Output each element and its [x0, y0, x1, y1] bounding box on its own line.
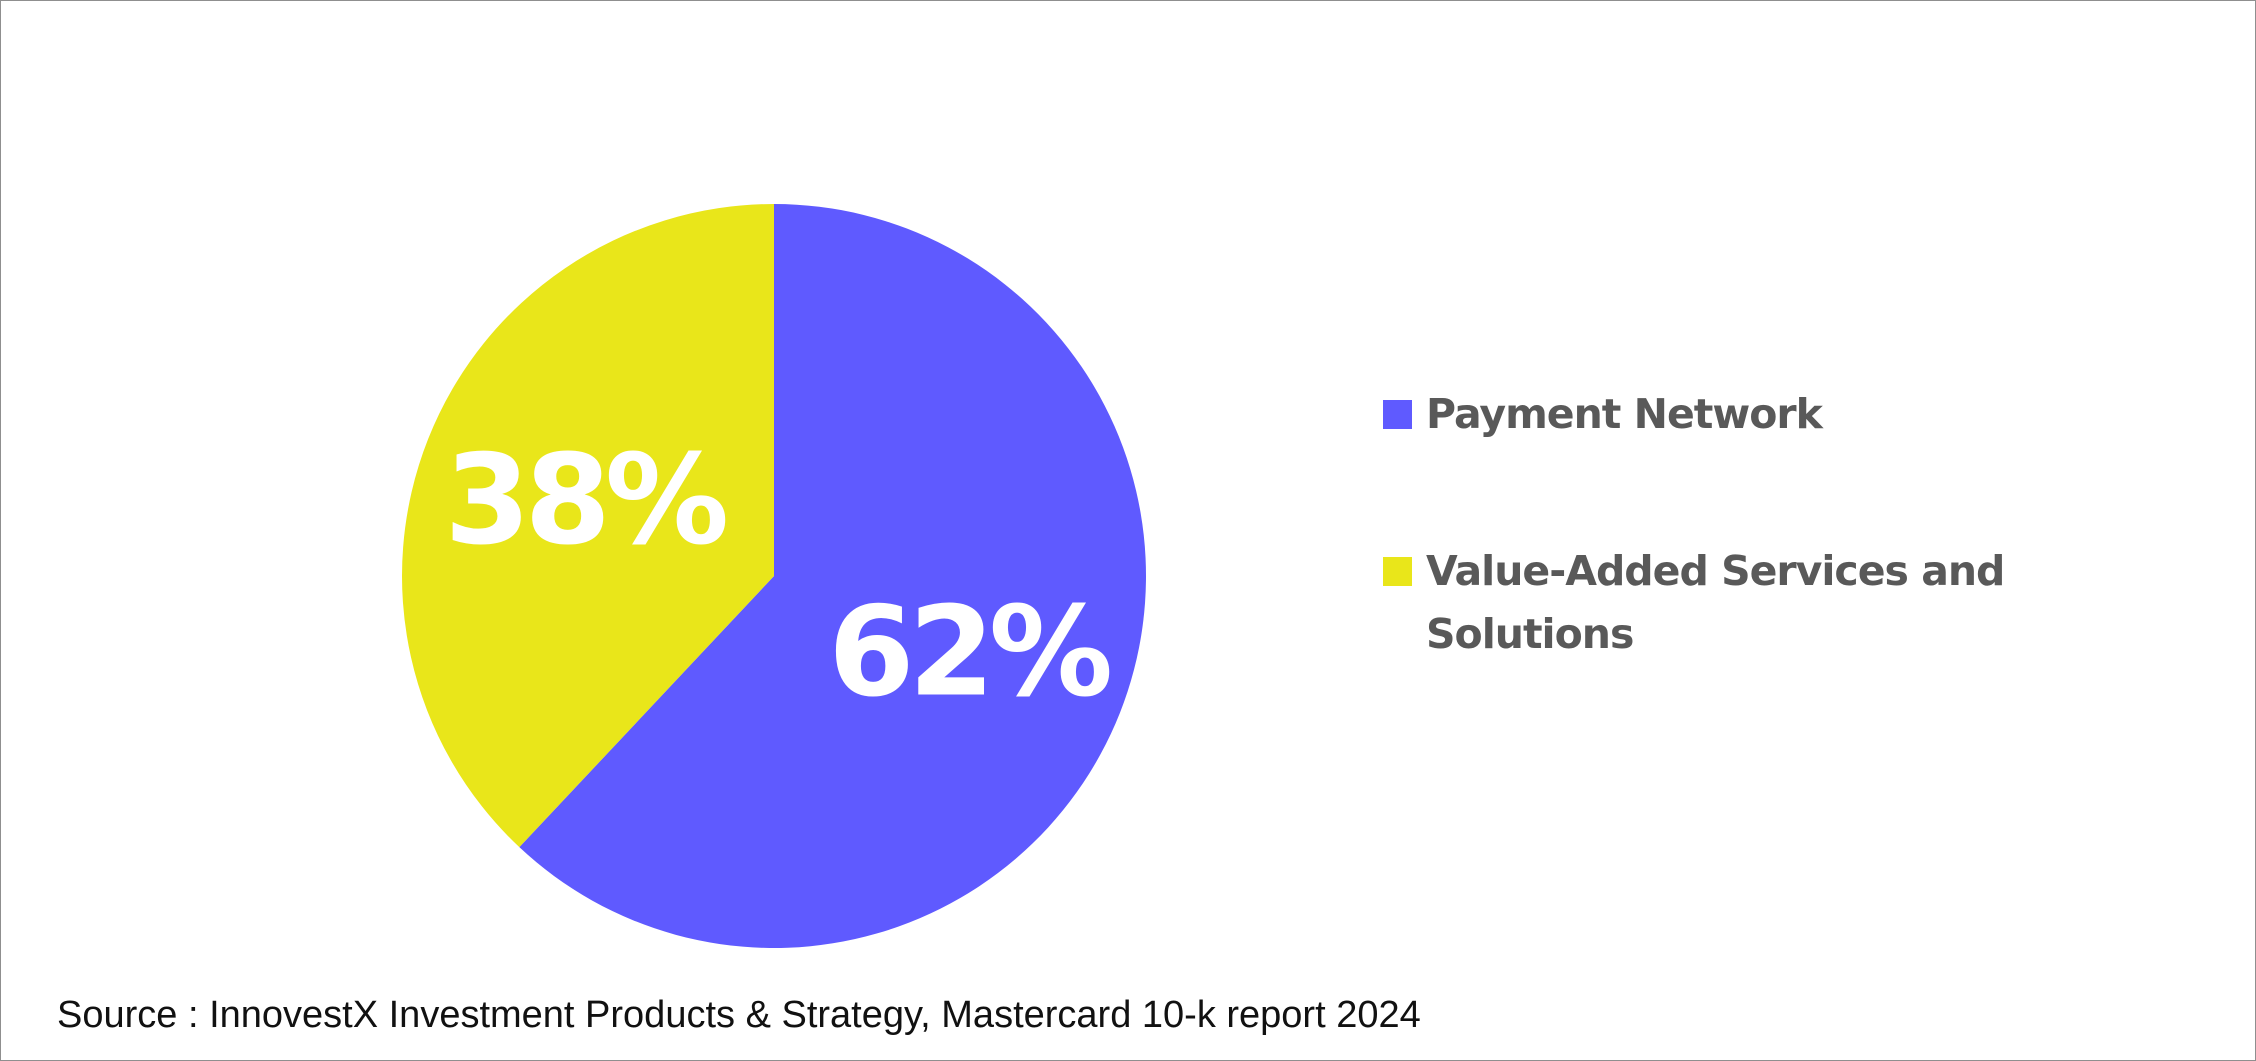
legend-label-value-added-services-and-solutions: Value-Added Services and [1426, 547, 2004, 595]
slice-label-value-added-services-and-solutions: 38% [444, 429, 726, 573]
legend-label-payment-network: Payment Network [1426, 390, 1825, 438]
legend-item-value-added-services-and-solutions: Value-Added Services and Solutions [1383, 547, 2005, 658]
legend-swatch-value-added-services-and-solutions [1383, 557, 1412, 586]
pie-slice-value-added-services-and-solutions [402, 203, 774, 848]
pie-slice-payment-network [519, 204, 1146, 948]
source-note: Source : InnovestX Investment Products &… [57, 994, 1421, 1036]
slice-label-payment-network: 62% [828, 581, 1110, 725]
pie-slice-labels: 62% 38% [444, 429, 1115, 725]
legend-label-value-added-services-and-solutions-line-2: Solutions [1426, 610, 1633, 658]
legend-swatch-payment-network [1383, 400, 1412, 429]
pie-slices [402, 203, 1146, 948]
legend-item-payment-network: Payment Network [1383, 390, 1826, 438]
legend: Payment Network Value-Added Services and S… [1383, 390, 2005, 658]
